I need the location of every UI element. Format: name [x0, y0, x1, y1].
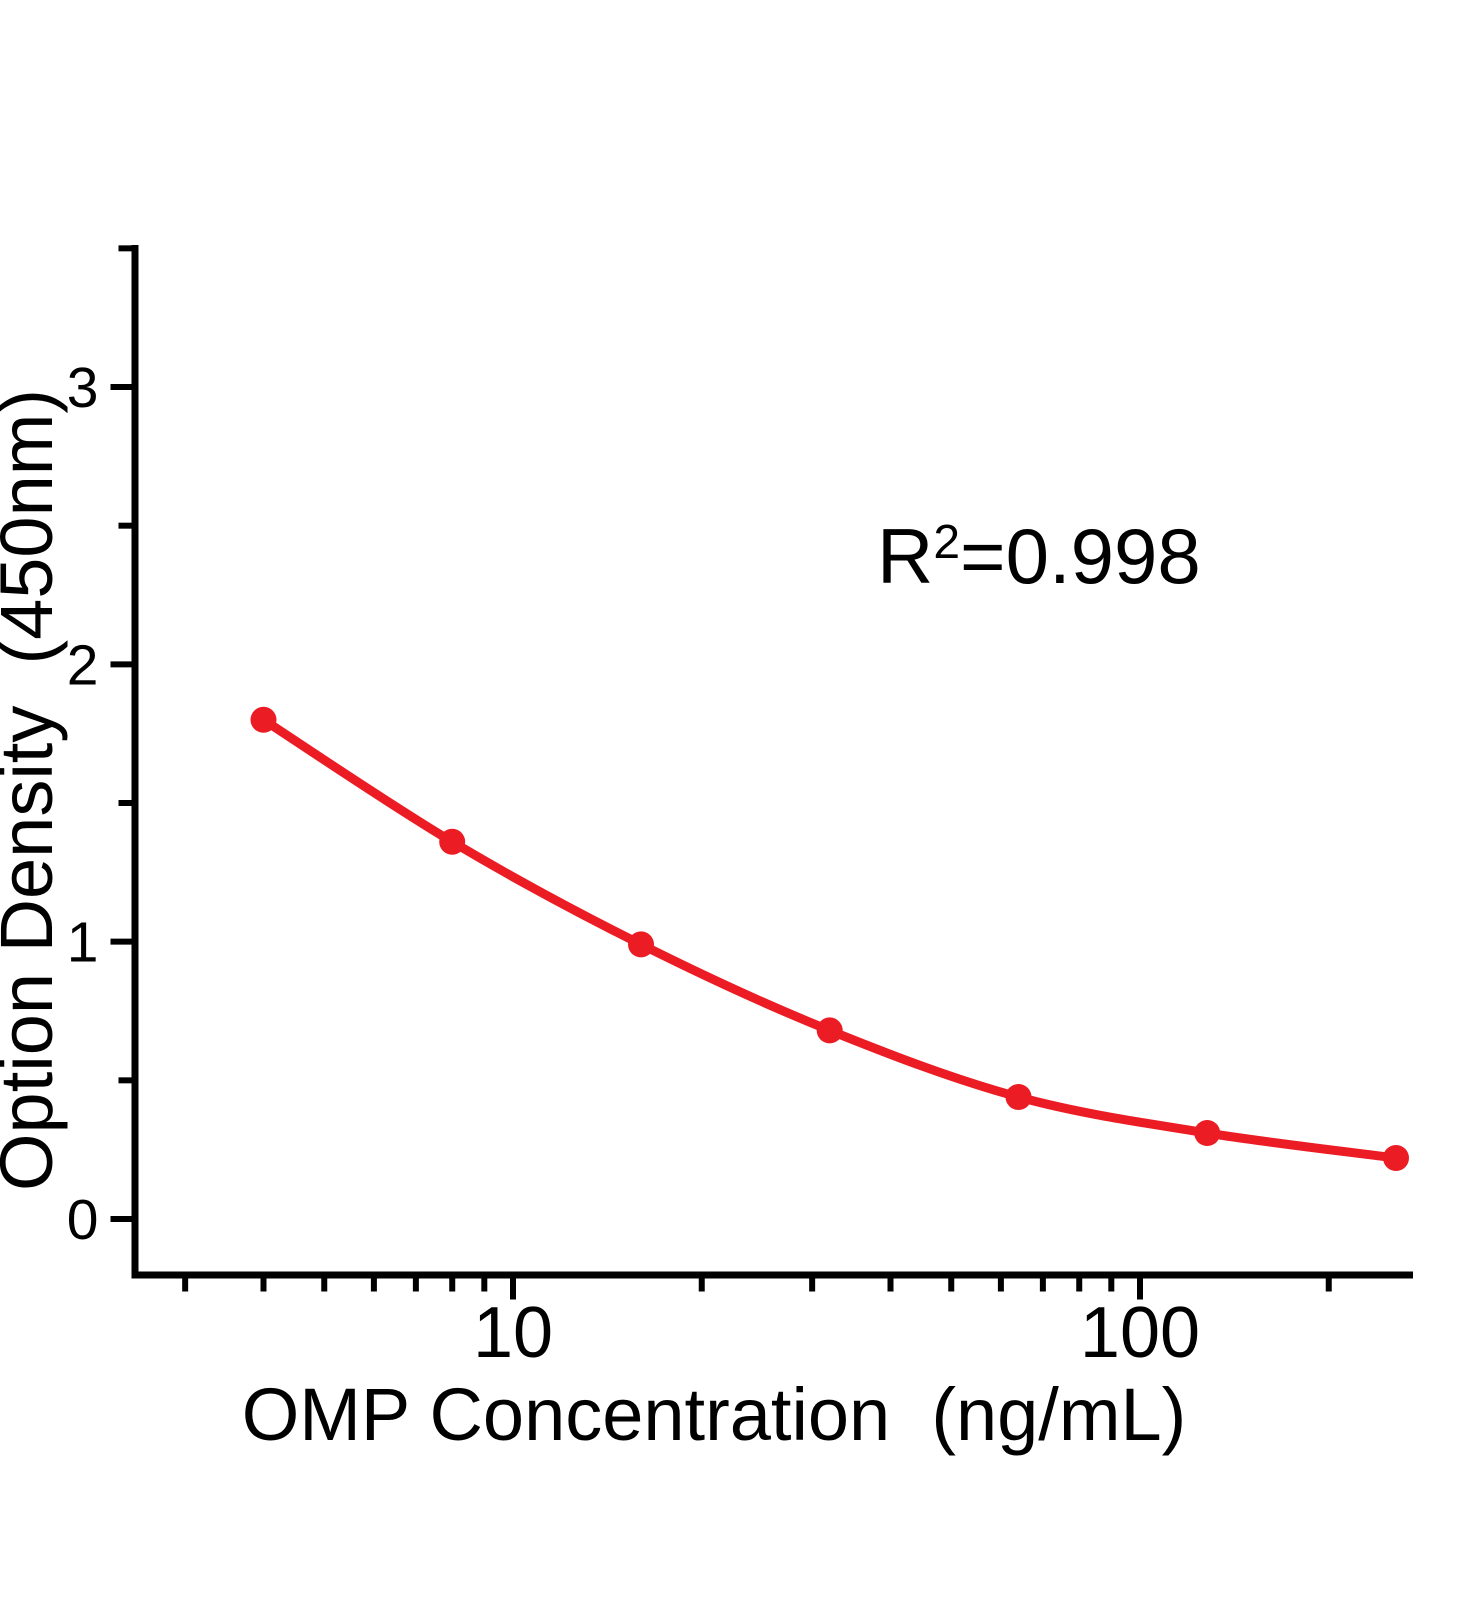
- data-point: [628, 931, 654, 958]
- y-tick-label: 0: [67, 1188, 99, 1252]
- data-point: [1005, 1084, 1032, 1110]
- y-tick-label: 1: [67, 911, 99, 975]
- data-point: [1194, 1120, 1221, 1146]
- data-point: [439, 828, 466, 855]
- y-axis-title: Option Density (450nm): [0, 389, 68, 1191]
- r-squared-annotation: R2=0.998: [877, 512, 1201, 600]
- x-tick-label: 100: [1080, 1293, 1200, 1373]
- data-point: [250, 706, 277, 733]
- data-point: [1383, 1145, 1409, 1171]
- data-point: [816, 1017, 843, 1044]
- x-axis-title: OMP Concentration (ng/mL): [242, 1373, 1187, 1456]
- x-tick-label: 10: [473, 1293, 553, 1373]
- y-tick-label: 2: [67, 633, 99, 697]
- y-tick-label: 3: [67, 356, 99, 420]
